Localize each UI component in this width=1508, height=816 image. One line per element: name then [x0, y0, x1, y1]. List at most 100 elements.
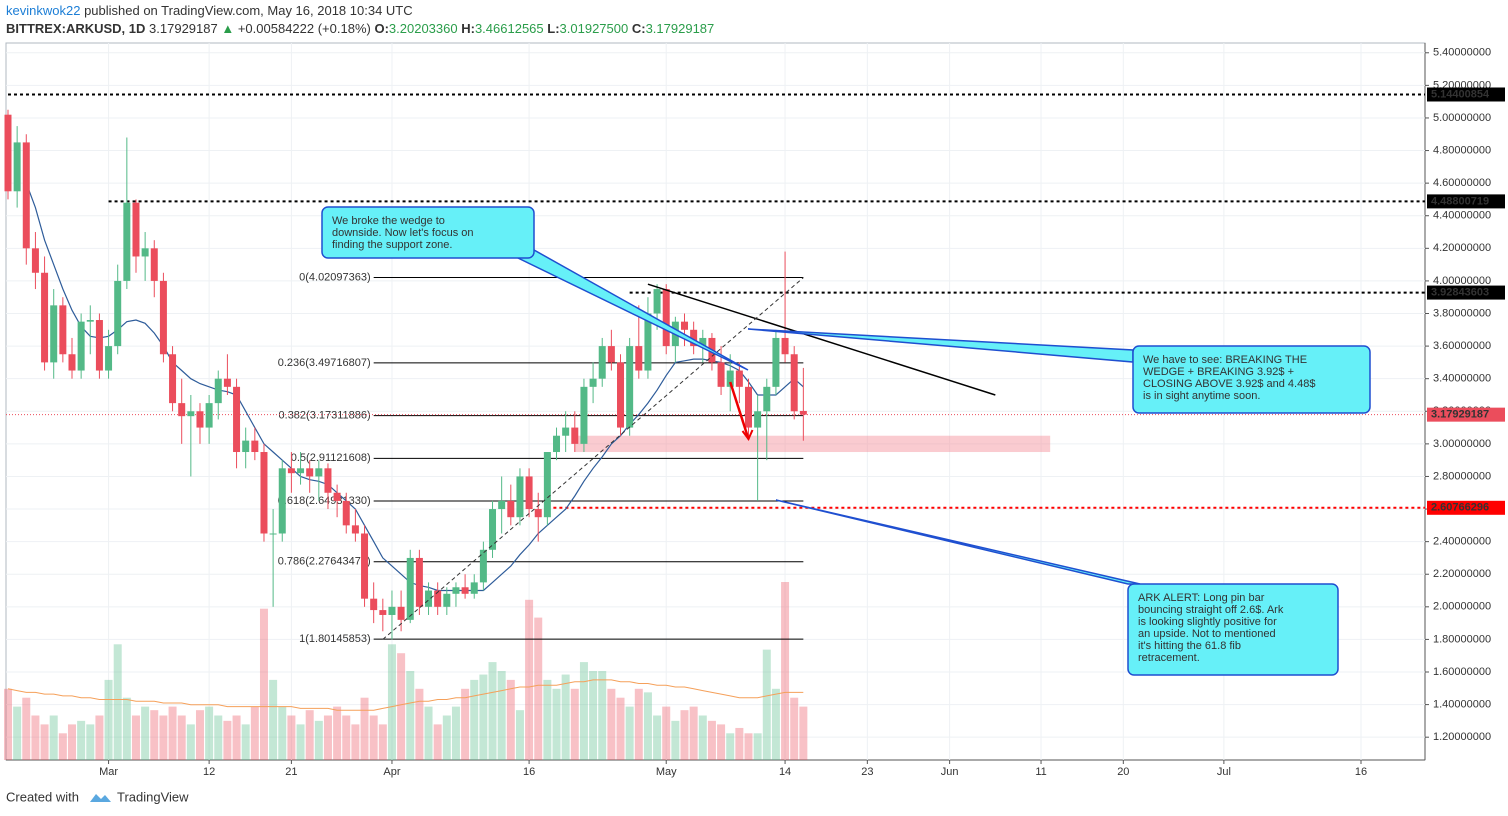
x-tick-label: 21	[285, 766, 297, 778]
volume-bar	[13, 706, 22, 760]
volume-bar	[433, 724, 442, 760]
candle-body	[516, 476, 524, 518]
y-tick-label: 2.40000000	[1433, 536, 1491, 548]
callout-text: ARK ALERT: Long pin bar	[1138, 592, 1265, 604]
callout-text: retracement.	[1138, 652, 1200, 664]
volume-bar	[707, 720, 716, 760]
volume-bar	[515, 710, 524, 760]
volume-bar	[22, 697, 31, 760]
candle-body	[479, 549, 487, 583]
arrow: ▲	[221, 21, 234, 36]
fib-label: 0(4.02097363)	[299, 271, 371, 283]
candle-body	[525, 476, 533, 510]
candle-body	[13, 142, 21, 192]
callout-text: We broke the wedge to	[332, 215, 445, 227]
candle-body	[150, 248, 158, 281]
volume-bar	[781, 582, 790, 760]
o: 3.20203360	[389, 21, 458, 36]
volume-bar	[698, 715, 707, 760]
support-zone	[574, 435, 1051, 453]
callout-text: is in sight anytime soon.	[1143, 390, 1260, 402]
red-arrow	[729, 381, 750, 440]
candle-body	[287, 468, 295, 474]
volume-bar	[95, 715, 104, 760]
candle-body	[772, 337, 780, 387]
volume-ma	[7, 679, 804, 711]
callout-text: is looking slightly positive for	[1138, 616, 1277, 628]
candle-body	[662, 289, 670, 347]
candle-body	[251, 440, 259, 453]
candle-body	[260, 452, 268, 534]
volume-bar	[634, 688, 643, 760]
volume-bar	[351, 724, 360, 760]
brand[interactable]: TradingView	[117, 789, 189, 804]
volume-bar	[305, 710, 314, 760]
volume-bar	[534, 617, 543, 760]
candle-body	[617, 362, 625, 428]
volume-bar	[397, 653, 406, 760]
candle-body	[607, 346, 615, 363]
volume-bar	[113, 644, 122, 760]
volume-bar	[186, 724, 195, 760]
candle-body	[50, 305, 58, 363]
callout-text: bouncing straight off 2.6$. Ark	[1138, 604, 1284, 616]
fib-diagonal	[382, 277, 804, 640]
last-price-tag	[1427, 407, 1505, 422]
candle-body	[361, 533, 369, 599]
candle-body	[790, 354, 798, 412]
candle-body	[507, 500, 515, 518]
x-tick-label: 12	[203, 766, 215, 778]
candle-body	[406, 557, 414, 620]
volume-bar	[232, 715, 241, 760]
y-tick-label: 2.80000000	[1433, 470, 1491, 482]
x-tick-label: Mar	[99, 766, 118, 778]
volume-bar	[570, 688, 579, 760]
price-tag	[1427, 285, 1505, 300]
price-tag	[1427, 500, 1505, 515]
candle-body	[470, 582, 478, 594]
trend-line	[647, 283, 996, 396]
volume-bar	[58, 733, 67, 760]
candle-body	[754, 411, 762, 428]
candle-body	[543, 452, 551, 518]
candle-body	[333, 492, 341, 501]
y-tick-label: 3.40000000	[1433, 373, 1491, 385]
candle-body	[68, 354, 76, 371]
volume-bar	[259, 608, 268, 760]
candle-body	[297, 468, 305, 474]
callout-box	[321, 206, 535, 259]
h: 3.46612565	[475, 21, 544, 36]
volume-bar	[753, 733, 762, 760]
price-tag-label: 2.60766296	[1431, 502, 1489, 514]
candle-body	[735, 370, 743, 387]
volume-bar	[689, 706, 698, 760]
callout-text: it's hitting the 61.8 fib	[1138, 640, 1241, 652]
callout-text: finding the support zone.	[332, 239, 452, 251]
candle-body	[699, 337, 707, 347]
author[interactable]: kevinkwok22	[6, 3, 80, 18]
y-tick-label: 4.40000000	[1433, 210, 1491, 222]
y-tick-label: 1.80000000	[1433, 633, 1491, 645]
y-tick-label: 4.20000000	[1433, 242, 1491, 254]
candle-body	[498, 500, 506, 510]
candle-body	[443, 593, 451, 607]
volume-bar	[4, 688, 12, 760]
x-tick-label: 20	[1117, 766, 1129, 778]
candle-body	[690, 329, 698, 347]
volume-bar	[241, 724, 250, 760]
y-tick-label: 3.80000000	[1433, 307, 1491, 319]
x-tick-label: Apr	[383, 766, 400, 778]
candle-body	[379, 610, 387, 615]
y-tick-label: 5.40000000	[1433, 47, 1491, 59]
callout-text: CLOSING ABOVE 3.92$ and 4.48$	[1143, 378, 1315, 390]
price-tag-label: 3.92843603	[1431, 286, 1489, 298]
volume-bar	[726, 733, 735, 760]
volume-bar	[442, 715, 451, 760]
volume-bar	[671, 720, 680, 760]
candle-body	[306, 468, 314, 477]
candle-body	[205, 403, 213, 428]
volume-bar	[525, 599, 534, 760]
volume-bar	[67, 724, 76, 760]
